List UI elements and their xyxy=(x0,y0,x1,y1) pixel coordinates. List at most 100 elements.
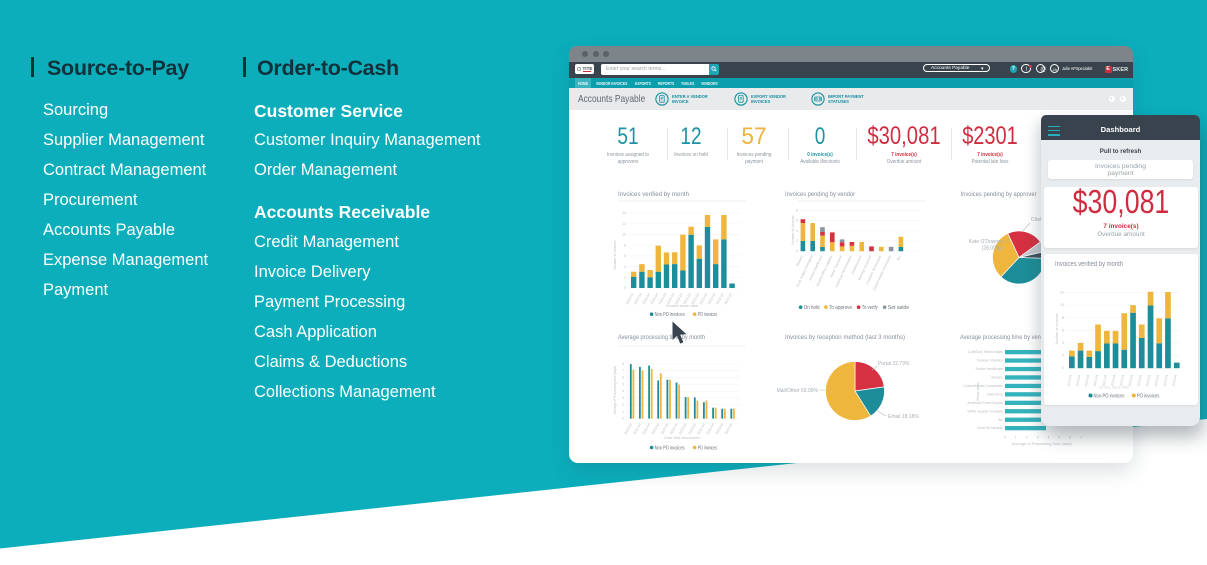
svg-text:2023-04: 2023-04 xyxy=(682,292,692,305)
svg-text:2023-04: 2023-04 xyxy=(649,292,659,305)
svg-text:6: 6 xyxy=(1069,436,1071,440)
svg-text:4: 4 xyxy=(1062,341,1064,345)
svg-text:PO invoices: PO invoices xyxy=(697,312,717,318)
svg-text:2023-04: 2023-04 xyxy=(678,422,688,435)
svg-text:2023-04: 2023-04 xyxy=(1171,374,1177,386)
svg-text:Famous Vitamins: Famous Vitamins xyxy=(976,359,1002,363)
svg-text:7: 7 xyxy=(622,369,624,373)
svg-text:Non PO invoices: Non PO invoices xyxy=(654,312,684,318)
svg-text:2023-04: 2023-04 xyxy=(657,292,667,305)
svg-text:2023-04: 2023-04 xyxy=(624,292,634,305)
svg-text:6: 6 xyxy=(796,219,798,223)
svg-text:2023-04: 2023-04 xyxy=(659,422,669,435)
svg-text:To approve: To approve xyxy=(829,305,852,311)
svg-text:2023-04: 2023-04 xyxy=(1154,374,1160,386)
svg-text:Number of invoices: Number of invoices xyxy=(613,240,617,269)
svg-text:Wu: Wu xyxy=(896,255,902,261)
svg-text:Invoices verified by month: Invoices verified by month xyxy=(618,191,689,198)
svg-text:12: 12 xyxy=(622,222,626,226)
svg-text:CraftSout Technologies: CraftSout Technologies xyxy=(968,350,1003,354)
svg-text:Average processing time by mon: Average processing time by month xyxy=(618,334,705,341)
svg-text:7: 7 xyxy=(1080,436,1082,440)
svg-text:Date first accounted: Date first accounted xyxy=(664,435,700,440)
svg-text:4: 4 xyxy=(622,389,624,393)
svg-text:2023-04: 2023-04 xyxy=(698,292,708,305)
svg-text:2023-04: 2023-04 xyxy=(1084,374,1090,386)
svg-text:Invoices by reception method (: Invoices by reception method (last 3 mon… xyxy=(785,334,905,341)
svg-text:1: 1 xyxy=(622,410,624,414)
svg-text:Wu: Wu xyxy=(997,418,1002,422)
svg-text:Email 18.18%: Email 18.18% xyxy=(888,414,919,420)
svg-text:Non-PO invoices: Non-PO invoices xyxy=(1094,394,1125,400)
svg-text:6: 6 xyxy=(622,376,624,380)
svg-text:2023-04: 2023-04 xyxy=(1136,374,1142,386)
svg-text:2023-04: 2023-04 xyxy=(641,422,651,435)
svg-text:NetChCup: NetChCup xyxy=(987,393,1003,397)
svg-text:2023-04: 2023-04 xyxy=(633,292,643,305)
svg-text:10: 10 xyxy=(622,233,626,237)
svg-text:2023-04: 2023-04 xyxy=(1163,374,1169,386)
svg-text:2023-04: 2023-04 xyxy=(696,422,706,435)
svg-text:0: 0 xyxy=(1062,366,1064,370)
svg-text:Average of Processing time (da: Average of Processing time (days) xyxy=(1011,441,1073,446)
svg-text:2023-04: 2023-04 xyxy=(1145,374,1151,386)
svg-text:1: 1 xyxy=(1014,436,1016,440)
svg-text:Number of invoices: Number of invoices xyxy=(1055,313,1059,344)
svg-text:2023-04: 2023-04 xyxy=(623,422,633,435)
svg-text:Invoices pending by vendor: Invoices pending by vendor xyxy=(785,191,856,198)
svg-text:6: 6 xyxy=(624,254,626,258)
svg-text:4: 4 xyxy=(796,229,798,233)
svg-text:4: 4 xyxy=(624,265,626,269)
svg-text:8: 8 xyxy=(796,208,798,212)
svg-text:2023-04: 2023-04 xyxy=(705,422,715,435)
svg-text:2023-04: 2023-04 xyxy=(723,292,733,305)
svg-text:8: 8 xyxy=(1062,316,1064,320)
svg-text:2023-04: 2023-04 xyxy=(1101,374,1107,386)
svg-text:2023-04: 2023-04 xyxy=(723,422,733,435)
svg-text:Average processing time by ven: Average processing time by vendor xyxy=(960,334,1050,341)
svg-text:2023-04: 2023-04 xyxy=(690,292,700,305)
svg-text:Scott Richardson: Scott Richardson xyxy=(977,426,1003,430)
svg-text:2: 2 xyxy=(796,239,798,243)
svg-text:Mail/Other 59.09%: Mail/Other 59.09% xyxy=(776,388,818,394)
svg-text:2023-04: 2023-04 xyxy=(632,422,642,435)
svg-text:2023-04: 2023-04 xyxy=(650,422,660,435)
svg-text:Vendor name: Vendor name xyxy=(976,382,980,401)
svg-text:2023-04: 2023-04 xyxy=(715,292,725,305)
svg-text:8: 8 xyxy=(622,362,624,366)
svg-text:12: 12 xyxy=(1060,291,1064,295)
svg-text:2023-04: 2023-04 xyxy=(641,292,651,305)
svg-text:Kate O'Downey: 7: Kate O'Downey: 7 xyxy=(968,239,1008,245)
svg-text:2: 2 xyxy=(1025,436,1027,440)
svg-text:Invoices pending by approver: Invoices pending by approver xyxy=(960,191,1037,198)
svg-text:0: 0 xyxy=(622,417,624,421)
svg-text:6: 6 xyxy=(1062,328,1064,332)
svg-text:Non PO invoices: Non PO invoices xyxy=(654,446,684,452)
svg-text:Chel: Chel xyxy=(1031,217,1041,223)
svg-text:2: 2 xyxy=(1062,354,1064,358)
svg-text:2023-04: 2023-04 xyxy=(706,292,716,305)
svg-text:3: 3 xyxy=(1036,436,1038,440)
svg-text:2023-04: 2023-04 xyxy=(1128,374,1134,386)
svg-text:0: 0 xyxy=(624,286,626,290)
svg-text:2023-04: 2023-04 xyxy=(1110,374,1116,386)
svg-text:To verify: To verify xyxy=(861,305,877,311)
svg-text:2023-04: 2023-04 xyxy=(674,292,684,305)
svg-text:2: 2 xyxy=(624,276,626,280)
svg-text:2: 2 xyxy=(622,403,624,407)
svg-text:PO invoices: PO invoices xyxy=(697,446,717,452)
svg-text:5: 5 xyxy=(1058,436,1060,440)
svg-text:Nexans: Nexans xyxy=(795,254,804,266)
svg-text:2023-04: 2023-04 xyxy=(1075,374,1081,386)
svg-text:3: 3 xyxy=(622,396,624,400)
svg-text:PO invoices: PO invoices xyxy=(1137,394,1160,400)
svg-text:8: 8 xyxy=(624,243,626,247)
svg-text:2023-04: 2023-04 xyxy=(1066,374,1072,386)
svg-text:Jordan Healthcare: Jordan Healthcare xyxy=(975,367,1003,371)
svg-text:2023-04: 2023-04 xyxy=(668,422,678,435)
svg-text:CustomMetals Companies: CustomMetals Companies xyxy=(963,384,1003,388)
svg-text:0: 0 xyxy=(796,249,798,253)
svg-text:10: 10 xyxy=(1060,303,1064,307)
svg-text:5: 5 xyxy=(622,382,624,386)
svg-text:On hold: On hold xyxy=(803,305,819,311)
